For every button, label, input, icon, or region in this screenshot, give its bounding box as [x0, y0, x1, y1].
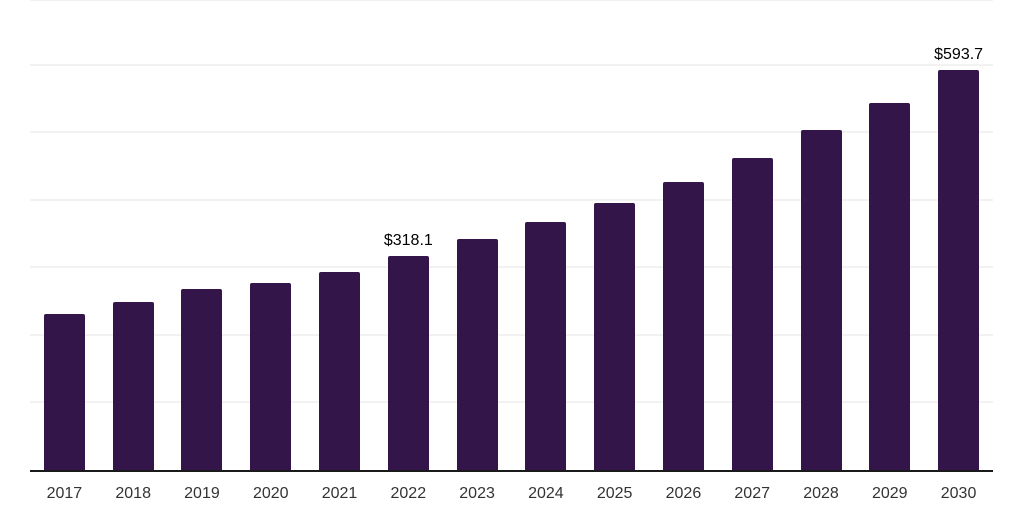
- x-tick-label-2029: 2029: [871, 485, 908, 502]
- bar-2023: [456, 239, 498, 471]
- gridline-100: [30, 401, 993, 404]
- plot-area: $318.1 $593.7: [30, 0, 993, 472]
- x-tick-label-2028: 2028: [803, 485, 839, 502]
- point-label-2022: $318.1: [383, 232, 433, 250]
- x-tick-label-2021: 2021: [321, 485, 358, 502]
- x-tick-label-2024: 2024: [528, 485, 564, 502]
- bar-2019: [181, 289, 223, 471]
- point-label-2030: $593.7: [934, 46, 984, 64]
- bar-2029: [869, 102, 911, 471]
- bar-2021: [319, 271, 361, 471]
- x-axis-labels: 2017 2018 2019 2020 2021 2022 2023 2024 2025 2026…: [30, 484, 993, 506]
- x-tick-label-2023: 2023: [459, 485, 495, 502]
- bar-2028: [800, 129, 842, 471]
- x-tick-label-2025: 2025: [596, 485, 633, 502]
- bar-2024: [525, 221, 567, 471]
- gridline-300: [30, 266, 993, 269]
- bar-2026: [662, 181, 704, 471]
- x-tick-label-2017: 2017: [46, 485, 83, 502]
- bar-2025: [594, 202, 636, 471]
- x-tick-label-2020: 2020: [252, 485, 289, 502]
- bar-2020: [250, 282, 292, 471]
- gridline-400: [30, 198, 993, 201]
- x-tick-label-2019: 2019: [184, 485, 220, 502]
- x-tick-label-2026: 2026: [665, 485, 702, 502]
- gridline-500: [30, 131, 993, 134]
- bar-2017: [43, 313, 85, 471]
- gridline-600: [30, 63, 993, 66]
- gridline-200: [30, 333, 993, 336]
- x-tick-label-2030: 2030: [940, 485, 977, 502]
- x-axis-line: [30, 470, 993, 472]
- bar-2022: [387, 256, 429, 471]
- bar-2018: [112, 302, 154, 471]
- x-tick-label-2027: 2027: [734, 485, 770, 502]
- bar-2027: [731, 157, 773, 471]
- x-tick-label-2018: 2018: [115, 485, 151, 502]
- gridline-700: [30, 0, 993, 1]
- x-tick-label-2022: 2022: [390, 485, 427, 502]
- bar-2030: [938, 70, 980, 471]
